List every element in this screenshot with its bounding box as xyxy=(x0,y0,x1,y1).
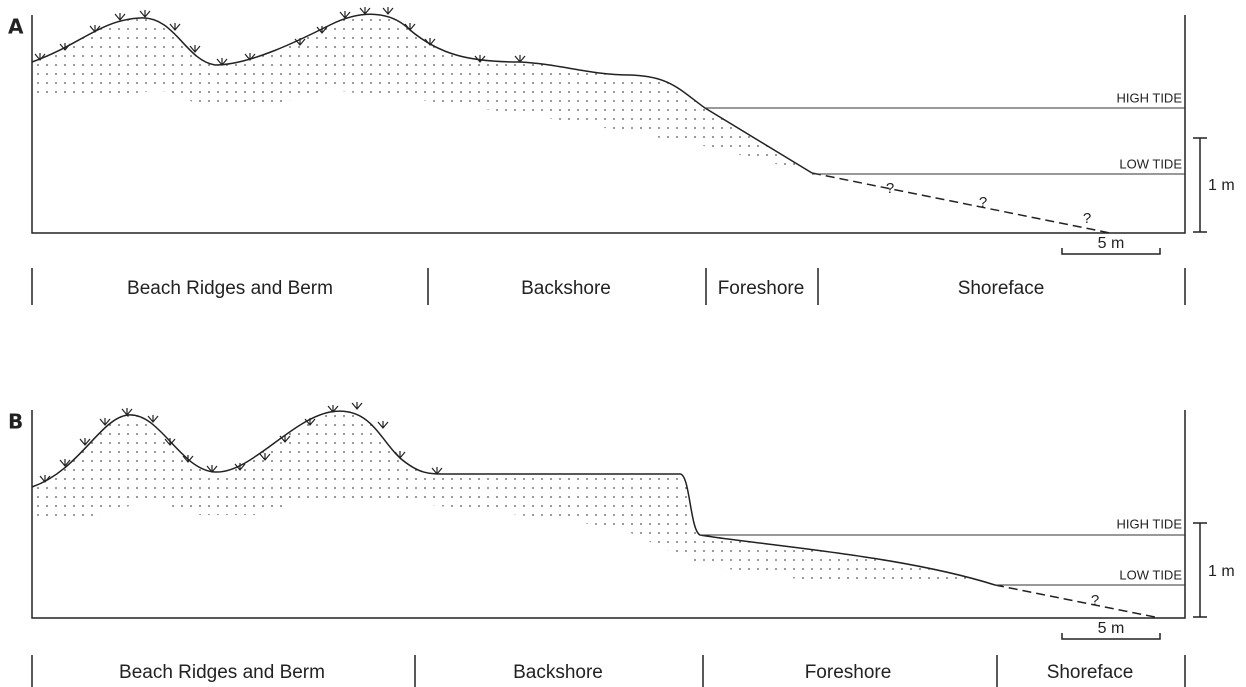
panel-a: A HIGH TIDE LOW TIDE ? ? ? 1 m 5 m Beach… xyxy=(8,7,1235,305)
zone-label: Beach Ridges and Berm xyxy=(127,278,333,299)
sand-stipple xyxy=(32,411,995,585)
low-tide-label: LOW TIDE xyxy=(1119,567,1182,582)
low-tide-label: LOW TIDE xyxy=(1119,156,1182,171)
profile-uncertain xyxy=(812,173,1110,233)
vertical-scale-label: 1 m xyxy=(1208,563,1235,580)
diagram: A HIGH TIDE LOW TIDE ? ? ? 1 m 5 m Beach… xyxy=(0,0,1246,687)
uncertain-mark: ? xyxy=(979,194,987,211)
zone-label: Shoreface xyxy=(1047,662,1134,683)
panel-label: A xyxy=(8,15,24,39)
uncertain-mark: ? xyxy=(886,180,894,197)
vertical-scale-bar xyxy=(1193,523,1207,617)
uncertain-mark: ? xyxy=(1083,210,1091,227)
zone-label: Beach Ridges and Berm xyxy=(119,662,325,683)
zone-label: Foreshore xyxy=(805,662,892,683)
vertical-scale-bar xyxy=(1193,138,1207,232)
zone-label: Backshore xyxy=(513,662,603,683)
panel-b: B HIGH TIDE LOW TIDE ? 1 m 5 m Beach Rid… xyxy=(8,402,1235,687)
uncertain-mark: ? xyxy=(1091,592,1099,609)
zone-label: Shoreface xyxy=(958,278,1045,299)
zone-label: Foreshore xyxy=(718,278,805,299)
panel-label: B xyxy=(8,410,23,434)
horizontal-scale-label: 5 m xyxy=(1098,235,1125,252)
high-tide-label: HIGH TIDE xyxy=(1117,90,1183,105)
vertical-scale-label: 1 m xyxy=(1208,177,1235,194)
zone-label: Backshore xyxy=(521,278,611,299)
profile-uncertain xyxy=(995,585,1160,618)
high-tide-label: HIGH TIDE xyxy=(1117,516,1183,531)
horizontal-scale-label: 5 m xyxy=(1098,620,1125,637)
